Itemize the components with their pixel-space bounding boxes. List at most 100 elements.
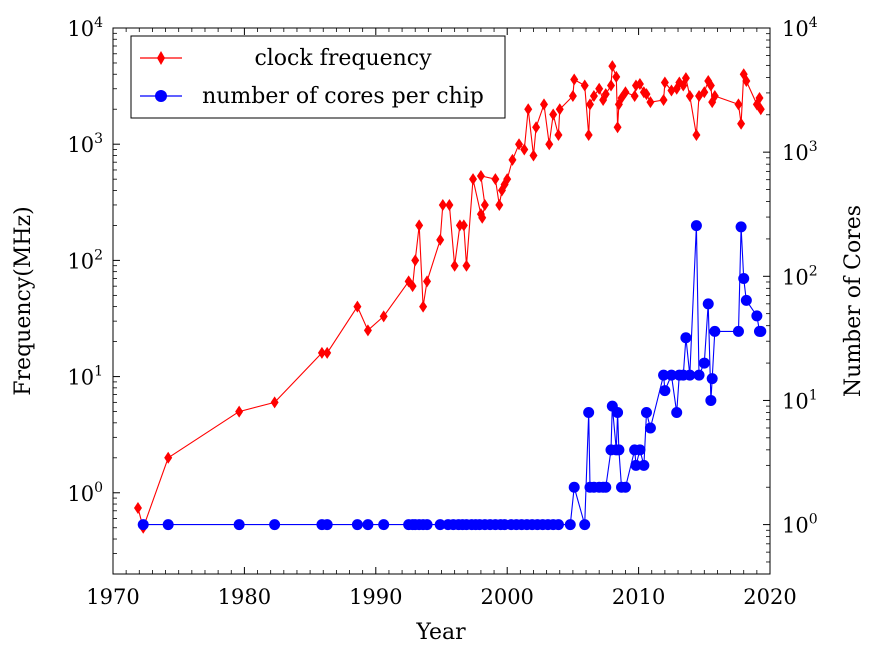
legend-swatch-marker-frequency — [157, 51, 165, 65]
data-point-circle — [351, 519, 363, 531]
data-point-circle — [665, 369, 677, 381]
x-tick-label: 2010 — [612, 585, 665, 609]
left-y-tick-label: 101 — [67, 364, 103, 390]
data-point-diamond — [436, 233, 445, 246]
data-point-circle — [706, 373, 718, 385]
left-y-tick-label: 104 — [67, 15, 103, 41]
data-point-circle — [638, 459, 650, 471]
data-point-circle — [684, 369, 696, 381]
data-point-diamond — [164, 451, 173, 464]
series-layer — [133, 60, 767, 534]
data-point-circle — [362, 519, 374, 531]
data-point-circle — [421, 519, 433, 531]
data-point-diamond — [742, 74, 751, 87]
legend-box — [130, 35, 506, 119]
data-point-diamond — [681, 72, 690, 85]
x-tick-label: 1990 — [349, 585, 402, 609]
left-y-tick-label: 102 — [67, 247, 103, 273]
data-point-diamond — [270, 396, 279, 409]
data-point-circle — [269, 519, 281, 531]
data-point-diamond — [607, 79, 616, 92]
data-point-diamond — [539, 98, 548, 111]
data-point-diamond — [445, 198, 454, 211]
right-y-axis-title: Number of Cores — [841, 205, 866, 397]
data-point-diamond — [419, 300, 428, 313]
legend: clock frequency number of cores per chip — [130, 35, 506, 119]
data-point-circle — [568, 481, 580, 493]
data-point-circle — [671, 406, 683, 418]
data-point-circle — [579, 519, 591, 531]
data-point-diamond — [529, 149, 538, 162]
data-point-circle — [738, 272, 750, 284]
data-point-diamond — [612, 70, 621, 83]
data-point-diamond — [692, 128, 701, 141]
data-point-diamond — [554, 128, 563, 141]
right-y-tick-label: 101 — [782, 387, 818, 413]
data-point-diamond — [495, 198, 504, 211]
data-point-diamond — [379, 310, 388, 323]
data-point-diamond — [480, 198, 489, 211]
data-point-diamond — [570, 73, 579, 86]
data-point-diamond — [756, 103, 765, 116]
legend-label-cores: number of cores per chip — [202, 84, 484, 109]
data-point-diamond — [613, 121, 622, 134]
data-point-diamond — [568, 89, 577, 102]
x-axis-title: Year — [415, 620, 466, 645]
left-y-tick-label: 103 — [67, 131, 103, 157]
data-point-circle — [552, 519, 564, 531]
data-point-diamond — [545, 138, 554, 151]
data-point-diamond — [450, 259, 459, 272]
right-y-axis: 100 101 102 103 104 — [763, 15, 818, 575]
data-point-diamond — [589, 89, 598, 102]
data-point-diamond — [491, 173, 500, 186]
data-point-diamond — [133, 501, 142, 514]
data-point-circle — [162, 519, 174, 531]
data-point-circle — [634, 444, 646, 456]
x-tick-label: 2000 — [480, 585, 533, 609]
data-point-circle — [709, 325, 721, 337]
data-point-diamond — [353, 300, 362, 313]
data-point-diamond — [642, 88, 651, 101]
series-line — [137, 65, 762, 529]
data-point-diamond — [734, 98, 743, 111]
left-y-tick-label: 100 — [67, 480, 103, 506]
data-point-diamond — [706, 79, 715, 92]
data-point-diamond — [700, 86, 709, 99]
data-point-diamond — [659, 94, 668, 107]
right-y-tick-label: 102 — [782, 263, 818, 289]
data-point-diamond — [635, 77, 644, 90]
series-clock-frequency — [133, 60, 765, 534]
data-point-circle — [690, 220, 702, 232]
data-point-circle — [680, 332, 692, 344]
data-point-diamond — [532, 121, 541, 134]
data-point-diamond — [630, 89, 639, 102]
data-point-circle — [583, 406, 595, 418]
series-cores-per-chip — [137, 220, 767, 531]
data-point-circle — [659, 385, 671, 397]
data-point-diamond — [710, 89, 719, 102]
data-point-diamond — [508, 153, 517, 166]
data-point-circle — [564, 519, 576, 531]
data-point-circle — [640, 406, 652, 418]
data-point-diamond — [317, 346, 326, 359]
data-point-diamond — [469, 173, 478, 186]
data-point-diamond — [646, 96, 655, 109]
data-point-diamond — [462, 259, 471, 272]
data-point-diamond — [520, 143, 529, 156]
data-point-diamond — [584, 128, 593, 141]
x-tick-label: 1970 — [86, 585, 139, 609]
data-point-circle — [233, 519, 245, 531]
data-point-diamond — [438, 198, 447, 211]
data-point-circle — [137, 519, 149, 531]
data-point-diamond — [755, 91, 764, 104]
right-y-tick-label: 103 — [782, 139, 818, 165]
data-point-diamond — [478, 211, 487, 224]
data-point-diamond — [595, 82, 604, 95]
data-point-circle — [705, 394, 717, 406]
legend-label-frequency: clock frequency — [254, 46, 432, 71]
x-tick-label: 1980 — [218, 585, 271, 609]
data-point-circle — [735, 221, 747, 233]
data-point-diamond — [601, 88, 610, 101]
data-point-circle — [751, 310, 763, 322]
data-point-diamond — [555, 103, 564, 116]
